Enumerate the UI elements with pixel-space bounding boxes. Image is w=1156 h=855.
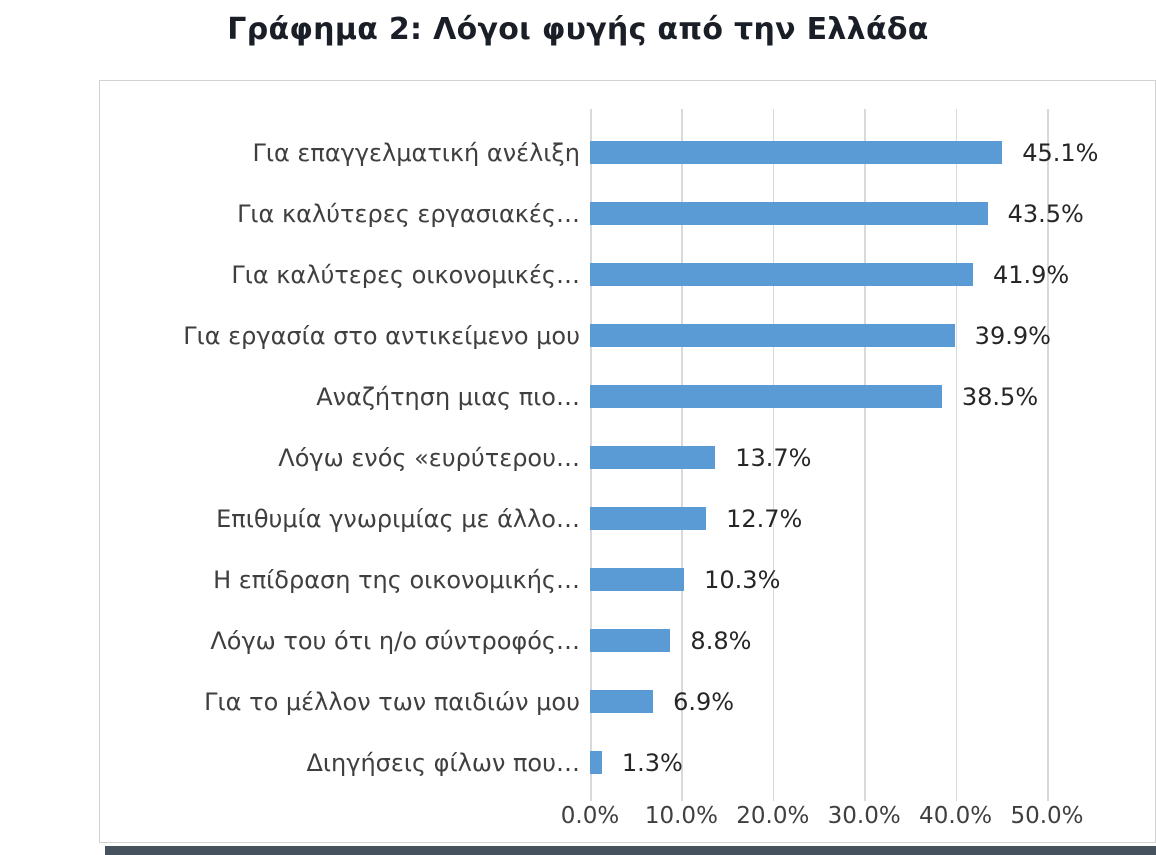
bar (590, 385, 942, 408)
bar (590, 629, 671, 652)
bar (590, 263, 973, 286)
x-axis-tick-label: 50.0% (1010, 803, 1084, 829)
category-label: Αναζήτηση μιας πιο… (316, 382, 580, 411)
value-label: 13.7% (735, 443, 812, 472)
bar (590, 568, 685, 591)
x-axis-tick-label: 20.0% (736, 803, 810, 829)
category-label: Λόγω του ότι η/ο σύντροφός… (210, 626, 580, 655)
x-axis-tick-label: 0.0% (560, 803, 620, 829)
bottom-edge-bar (105, 846, 1156, 855)
x-axis-tick-label: 10.0% (644, 803, 718, 829)
bar-row: Για καλύτερες οικονομικές… 41.9% (100, 244, 1155, 305)
bar-row: Για το μέλλον των παιδιών μου 6.9% (100, 671, 1155, 732)
x-axis-tick-label: 40.0% (919, 803, 993, 829)
bar (590, 751, 602, 774)
value-label: 6.9% (673, 687, 735, 716)
category-label: Λόγω ενός «ευρύτερου… (278, 443, 580, 472)
category-label: Διηγήσεις φίλων που… (306, 748, 581, 777)
value-label: 1.3% (621, 748, 683, 777)
value-label: 43.5% (1007, 199, 1084, 228)
bar-row: Για καλύτερες εργασιακές… 43.5% (100, 183, 1155, 244)
bar-row: Λόγω ενός «ευρύτερου… 13.7% (100, 427, 1155, 488)
x-axis: 0.0% 10.0% 20.0% 30.0% 40.0% 50.0% (100, 803, 1155, 835)
bar-row: Αναζήτηση μιας πιο… 38.5% (100, 366, 1155, 427)
value-label: 39.9% (974, 321, 1051, 350)
bar-row: Για επαγγελματική ανέλιξη 45.1% (100, 122, 1155, 183)
value-label: 12.7% (726, 504, 803, 533)
bar-row: Η επίδραση της οικονομικής… 10.3% (100, 549, 1155, 610)
category-label: Για εργασία στο αντικείμενο μου (183, 321, 580, 350)
value-label: 10.3% (704, 565, 781, 594)
bar (590, 507, 707, 530)
category-label: Επιθυμία γνωριμίας με άλλο… (216, 504, 580, 533)
gridline (955, 109, 958, 801)
bar (590, 141, 1003, 164)
bar-row: Επιθυμία γνωριμίας με άλλο… 12.7% (100, 488, 1155, 549)
x-axis-tick-label: 30.0% (827, 803, 901, 829)
bar (590, 690, 654, 713)
bar (590, 446, 716, 469)
gridline (772, 109, 775, 801)
gridline (1047, 109, 1049, 801)
chart-title: Γράφημα 2: Λόγοι φυγής από την Ελλάδα (227, 12, 929, 47)
category-label: Για καλύτερες οικονομικές… (231, 260, 580, 289)
bar-rows: Για επαγγελματική ανέλιξη 45.1% Για καλύτε… (100, 122, 1155, 793)
category-label: Για επαγγελματική ανέλιξη (252, 138, 580, 167)
value-label: 41.9% (992, 260, 1070, 289)
bar (590, 324, 955, 347)
bar-row: Λόγω του ότι η/ο σύντροφός… 8.8% (100, 610, 1155, 671)
bar-row: Για εργασία στο αντικείμενο μου 39.9% (100, 305, 1155, 366)
value-label: 8.8% (690, 626, 752, 655)
bar-row: Διηγήσεις φίλων που… 1.3% (100, 732, 1155, 793)
value-label: 45.1% (1022, 138, 1099, 167)
chart-area: Για επαγγελματική ανέλιξη 45.1% Για καλύτε… (99, 80, 1156, 843)
gridline (864, 109, 866, 801)
category-label: Για καλύτερες εργασιακές… (237, 199, 580, 228)
bar (590, 202, 988, 225)
value-label: 38.5% (961, 382, 1039, 411)
category-label: Η επίδραση της οικονομικής… (213, 565, 580, 594)
category-label: Για το μέλλον των παιδιών μου (204, 687, 580, 716)
